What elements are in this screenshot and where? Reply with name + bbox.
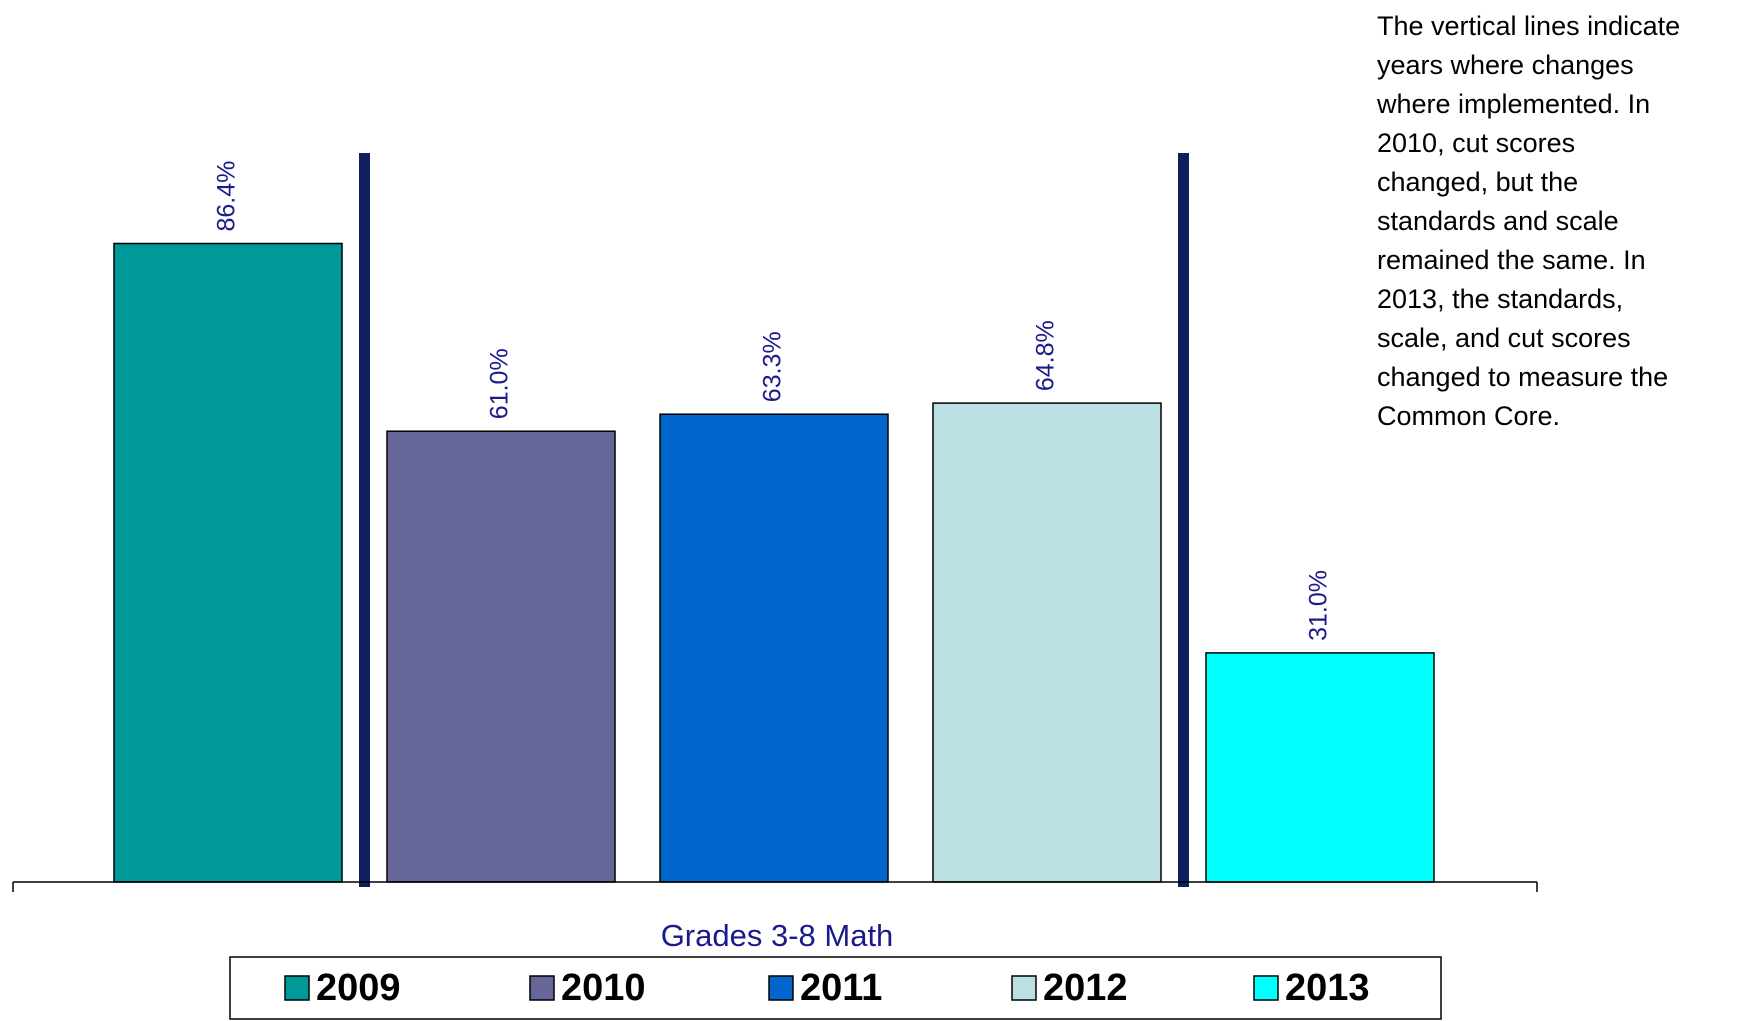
annotation-line: 2013, the standards, xyxy=(1377,284,1623,314)
legend-label: 2013 xyxy=(1285,967,1370,1009)
data-label: 61.0% xyxy=(486,348,514,419)
legend-label: 2009 xyxy=(316,967,401,1009)
data-label: 63.3% xyxy=(759,331,787,402)
bar xyxy=(386,430,616,883)
legend-swatch xyxy=(284,975,310,1001)
data-label: 31.0% xyxy=(1305,570,1333,641)
legend-box xyxy=(229,956,1442,1020)
legend-swatch xyxy=(768,975,794,1001)
annotation-line: standards and scale xyxy=(1377,206,1619,236)
annotation-line: changed, but the xyxy=(1377,167,1578,197)
data-label: 86.4% xyxy=(213,161,241,232)
annotation-line: years where changes xyxy=(1377,50,1634,80)
annotation-line: 2010, cut scores xyxy=(1377,128,1575,158)
annotation-line: scale, and cut scores xyxy=(1377,323,1631,353)
legend-label: 2012 xyxy=(1043,967,1128,1009)
annotation-line: Common Core. xyxy=(1377,401,1560,431)
annotation-line: The vertical lines indicate xyxy=(1377,11,1680,41)
annotation-line: remained the same. In xyxy=(1377,245,1646,275)
bar xyxy=(113,242,343,883)
bar xyxy=(659,413,889,883)
legend-label: 2011 xyxy=(800,967,882,1009)
x-tick-label: Grades 3-8 Math xyxy=(661,918,894,953)
annotation-line: where implemented. In xyxy=(1376,89,1650,119)
bar xyxy=(932,402,1162,883)
legend-label: 2010 xyxy=(561,967,646,1009)
bar xyxy=(1205,652,1435,883)
legend-swatch xyxy=(1253,975,1279,1001)
legend-swatch xyxy=(529,975,555,1001)
legend-swatch xyxy=(1011,975,1037,1001)
annotation-line: changed to measure the xyxy=(1377,362,1668,392)
data-label: 64.8% xyxy=(1032,320,1060,391)
